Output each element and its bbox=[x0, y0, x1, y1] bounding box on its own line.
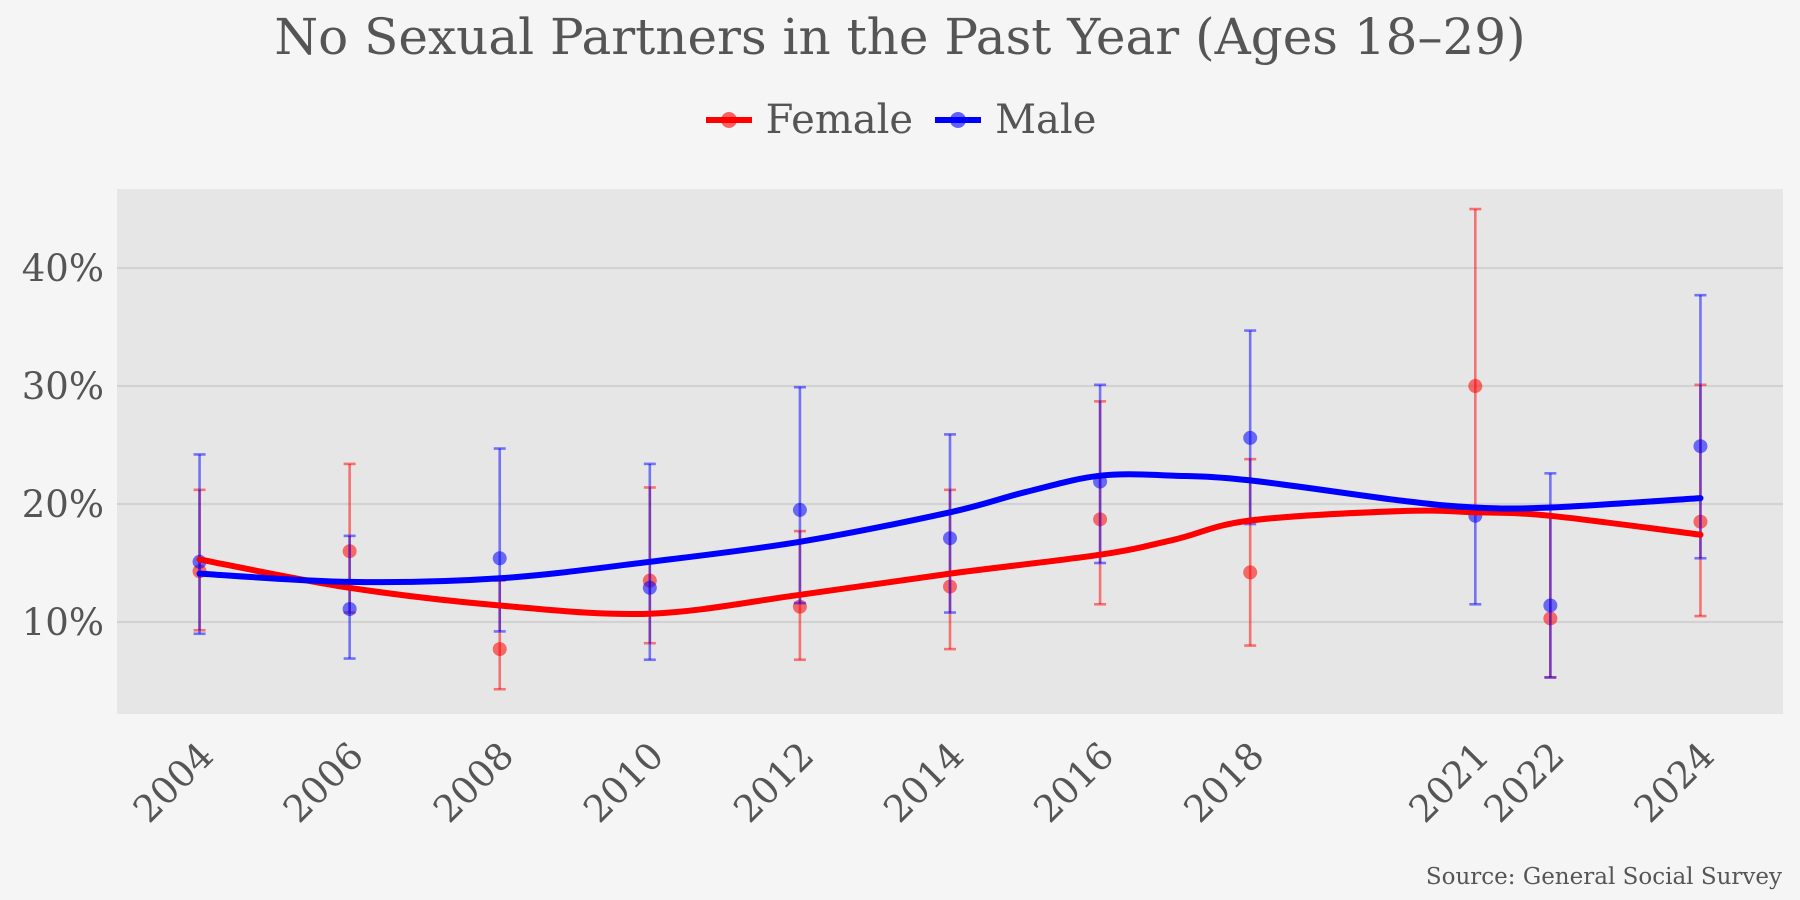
x-tick-label: 2006 bbox=[275, 734, 372, 831]
data-point-female bbox=[492, 642, 507, 657]
legend-item-male: Male bbox=[933, 92, 1096, 148]
x-tick-label: 2010 bbox=[575, 734, 672, 831]
data-point-male bbox=[642, 580, 657, 595]
y-tick-label: 20% bbox=[22, 483, 104, 526]
x-tick-label: 2018 bbox=[1176, 734, 1273, 831]
legend-label-male: Male bbox=[995, 97, 1097, 143]
trend-line-female bbox=[196, 507, 1704, 618]
data-point-male bbox=[492, 551, 507, 566]
x-tick-label: 2014 bbox=[875, 734, 972, 831]
x-tick-label: 2004 bbox=[125, 734, 222, 831]
data-point-male bbox=[943, 531, 957, 546]
y-tick-label: 10% bbox=[22, 601, 104, 644]
data-point-male bbox=[1693, 439, 1708, 454]
x-tick-label: 2016 bbox=[1025, 734, 1122, 831]
y-tick-label: 30% bbox=[22, 365, 104, 408]
legend: Female Male bbox=[0, 92, 1800, 148]
legend-label-female: Female bbox=[765, 97, 914, 143]
legend-key-female bbox=[705, 112, 752, 128]
legend-item-female: Female bbox=[704, 92, 913, 148]
source-note: Source: General Social Survey bbox=[1425, 864, 1782, 890]
trend-line-male bbox=[196, 471, 1704, 586]
data-point-male bbox=[342, 602, 357, 616]
data-point-male bbox=[1243, 430, 1258, 445]
x-tick-label: 2012 bbox=[725, 734, 822, 831]
x-tick-label: 2022 bbox=[1476, 734, 1573, 831]
x-tick-label: 2021 bbox=[1401, 734, 1498, 831]
data-point-female bbox=[1468, 379, 1483, 394]
data-point-female bbox=[1243, 565, 1258, 580]
legend-key-male bbox=[935, 112, 982, 128]
x-tick-label: 2024 bbox=[1626, 734, 1723, 831]
chart-title: No Sexual Partners in the Past Year (Age… bbox=[274, 8, 1526, 66]
y-tick-label: 40% bbox=[22, 247, 104, 290]
data-point-male bbox=[1543, 598, 1558, 613]
data-point-male bbox=[792, 502, 807, 517]
x-tick-label: 2008 bbox=[425, 734, 522, 831]
